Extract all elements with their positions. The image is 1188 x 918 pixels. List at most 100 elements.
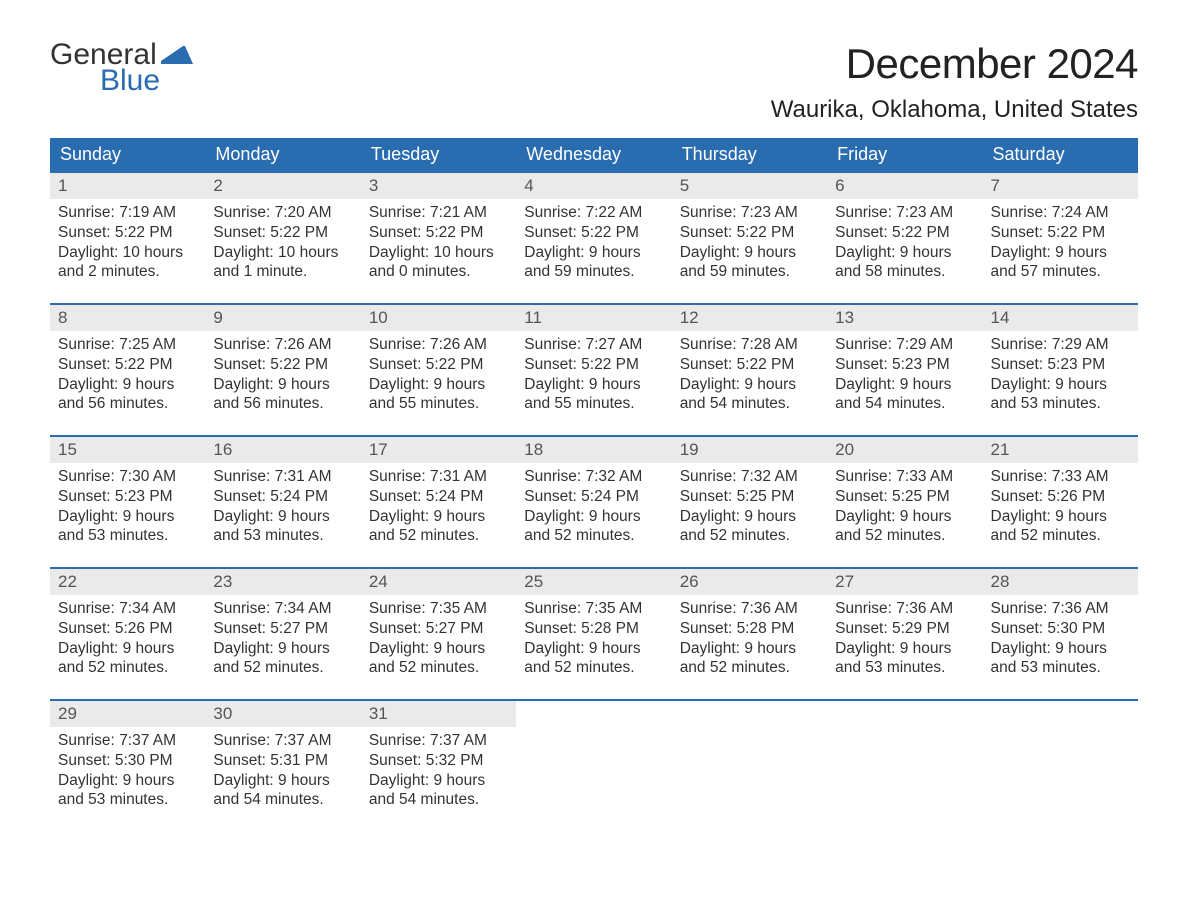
sunrise-line: Sunrise: 7:34 AM — [213, 599, 352, 619]
daylight-line-2: and 56 minutes. — [213, 394, 352, 414]
day-number: 1 — [50, 173, 205, 199]
daylight-line-2: and 52 minutes. — [58, 658, 197, 678]
daylight-line-2: and 53 minutes. — [213, 526, 352, 546]
daylight-line-1: Daylight: 9 hours — [369, 639, 508, 659]
day-body: Sunrise: 7:24 AMSunset: 5:22 PMDaylight:… — [983, 199, 1138, 282]
daylight-value-1: 10 hours — [123, 244, 183, 261]
sunset-line: Sunset: 5:30 PM — [58, 751, 197, 771]
location: Waurika, Oklahoma, United States — [771, 96, 1138, 124]
sunrise-line: Sunrise: 7:23 AM — [680, 203, 819, 223]
sunrise-label: Sunrise: — [213, 336, 270, 353]
day-body: Sunrise: 7:23 AMSunset: 5:22 PMDaylight:… — [827, 199, 982, 282]
sunrise-line: Sunrise: 7:20 AM — [213, 203, 352, 223]
day-number: 6 — [827, 173, 982, 199]
sunset-label: Sunset: — [213, 620, 266, 637]
sunrise-label: Sunrise: — [369, 204, 426, 221]
daylight-value-1: 9 hours — [433, 508, 485, 525]
daylight-line-2: and 52 minutes. — [991, 526, 1130, 546]
sunset-value: 5:22 PM — [737, 356, 795, 373]
day-cell: 13Sunrise: 7:29 AMSunset: 5:23 PMDayligh… — [827, 304, 982, 436]
day-body: Sunrise: 7:37 AMSunset: 5:30 PMDaylight:… — [50, 727, 205, 810]
day-number: 18 — [516, 437, 671, 463]
daylight-label: Daylight: — [213, 772, 273, 789]
day-number: 4 — [516, 173, 671, 199]
sunrise-label: Sunrise: — [58, 336, 115, 353]
day-body: Sunrise: 7:20 AMSunset: 5:22 PMDaylight:… — [205, 199, 360, 282]
sunrise-value: 7:26 AM — [430, 336, 487, 353]
daylight-label: Daylight: — [58, 376, 118, 393]
sunset-label: Sunset: — [680, 620, 733, 637]
sunrise-line: Sunrise: 7:33 AM — [835, 467, 974, 487]
day-cell: 3Sunrise: 7:21 AMSunset: 5:22 PMDaylight… — [361, 172, 516, 304]
daylight-label: Daylight: — [213, 376, 273, 393]
sunrise-label: Sunrise: — [213, 204, 270, 221]
daylight-line-1: Daylight: 9 hours — [524, 243, 663, 263]
sunrise-label: Sunrise: — [58, 600, 115, 617]
sunrise-line: Sunrise: 7:19 AM — [58, 203, 197, 223]
daylight-value-1: 9 hours — [900, 244, 952, 261]
sunset-label: Sunset: — [58, 752, 111, 769]
day-body: Sunrise: 7:37 AMSunset: 5:32 PMDaylight:… — [361, 727, 516, 810]
daylight-line-2: and 53 minutes. — [835, 658, 974, 678]
day-number: 10 — [361, 305, 516, 331]
sunset-value: 5:27 PM — [426, 620, 484, 637]
day-number: 20 — [827, 437, 982, 463]
day-cell: 8Sunrise: 7:25 AMSunset: 5:22 PMDaylight… — [50, 304, 205, 436]
daylight-line-2: and 52 minutes. — [835, 526, 974, 546]
daylight-value-1: 9 hours — [1055, 508, 1107, 525]
daylight-label: Daylight: — [524, 640, 584, 657]
sunrise-label: Sunrise: — [991, 468, 1048, 485]
daylight-label: Daylight: — [524, 508, 584, 525]
daylight-value-1: 9 hours — [589, 376, 641, 393]
sunrise-line: Sunrise: 7:35 AM — [369, 599, 508, 619]
sunset-value: 5:30 PM — [1047, 620, 1105, 637]
daylight-line-2: and 53 minutes. — [991, 394, 1130, 414]
daylight-line-2: and 52 minutes. — [369, 526, 508, 546]
sunrise-label: Sunrise: — [524, 600, 581, 617]
daylight-line-1: Daylight: 9 hours — [835, 507, 974, 527]
daylight-line-1: Daylight: 9 hours — [991, 507, 1130, 527]
daylight-line-1: Daylight: 10 hours — [369, 243, 508, 263]
sunrise-line: Sunrise: 7:37 AM — [369, 731, 508, 751]
day-cell: 29Sunrise: 7:37 AMSunset: 5:30 PMDayligh… — [50, 700, 205, 832]
daylight-line-1: Daylight: 9 hours — [369, 771, 508, 791]
day-cell: 18Sunrise: 7:32 AMSunset: 5:24 PMDayligh… — [516, 436, 671, 568]
brand-logo: General Blue — [50, 40, 193, 96]
sunrise-line: Sunrise: 7:22 AM — [524, 203, 663, 223]
day-number: 30 — [205, 701, 360, 727]
daylight-label: Daylight: — [58, 640, 118, 657]
sunset-value: 5:22 PM — [270, 224, 328, 241]
day-cell: 11Sunrise: 7:27 AMSunset: 5:22 PMDayligh… — [516, 304, 671, 436]
sunset-line: Sunset: 5:27 PM — [213, 619, 352, 639]
day-body: Sunrise: 7:25 AMSunset: 5:22 PMDaylight:… — [50, 331, 205, 414]
sunrise-label: Sunrise: — [58, 204, 115, 221]
sunrise-line: Sunrise: 7:28 AM — [680, 335, 819, 355]
sunrise-value: 7:33 AM — [1052, 468, 1109, 485]
sunset-line: Sunset: 5:31 PM — [213, 751, 352, 771]
sunset-value: 5:25 PM — [737, 488, 795, 505]
day-body: Sunrise: 7:35 AMSunset: 5:28 PMDaylight:… — [516, 595, 671, 678]
dow-monday: Monday — [205, 138, 360, 172]
day-number: 3 — [361, 173, 516, 199]
day-number: 11 — [516, 305, 671, 331]
sunrise-value: 7:37 AM — [275, 732, 332, 749]
dow-tuesday: Tuesday — [361, 138, 516, 172]
sunrise-line: Sunrise: 7:26 AM — [213, 335, 352, 355]
day-number: 21 — [983, 437, 1138, 463]
sunrise-value: 7:32 AM — [741, 468, 798, 485]
day-cell: 17Sunrise: 7:31 AMSunset: 5:24 PMDayligh… — [361, 436, 516, 568]
daylight-label: Daylight: — [835, 508, 895, 525]
day-cell: 22Sunrise: 7:34 AMSunset: 5:26 PMDayligh… — [50, 568, 205, 700]
sunrise-value: 7:23 AM — [896, 204, 953, 221]
sunset-value: 5:31 PM — [270, 752, 328, 769]
day-cell: 2Sunrise: 7:20 AMSunset: 5:22 PMDaylight… — [205, 172, 360, 304]
daylight-line-1: Daylight: 9 hours — [680, 243, 819, 263]
day-cell: 9Sunrise: 7:26 AMSunset: 5:22 PMDaylight… — [205, 304, 360, 436]
daylight-line-2: and 0 minutes. — [369, 262, 508, 282]
sunrise-label: Sunrise: — [680, 204, 737, 221]
day-body: Sunrise: 7:23 AMSunset: 5:22 PMDaylight:… — [672, 199, 827, 282]
sunset-value: 5:23 PM — [115, 488, 173, 505]
daylight-label: Daylight: — [369, 508, 429, 525]
daylight-line-1: Daylight: 9 hours — [680, 375, 819, 395]
day-body: Sunrise: 7:30 AMSunset: 5:23 PMDaylight:… — [50, 463, 205, 546]
